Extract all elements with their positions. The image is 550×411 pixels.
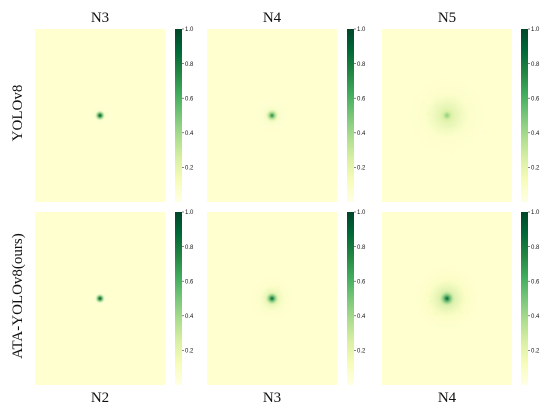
row-label-2: ATA-YOLOv8(ours) <box>10 233 26 358</box>
colorbar-tick-label: 0.4 <box>185 314 194 320</box>
top-column-label-3: N5 <box>438 10 456 26</box>
bottom-column-label-3: N4 <box>438 390 457 406</box>
colorbar-tick-label: 0.4 <box>185 131 194 137</box>
colorbar-tick-label: 0.8 <box>531 245 540 251</box>
colorbar-tick-label: 0.8 <box>185 62 194 68</box>
colorbar <box>347 212 354 385</box>
colorbar-tick-label: 0.6 <box>185 279 194 285</box>
colorbar-tick-label: 0.4 <box>357 131 366 137</box>
heatmap-peak <box>265 109 279 122</box>
heatmap-panel-ata-n2: 1.0 0.8 0.6 0.4 0.2 <box>35 210 194 385</box>
heatmap-peak <box>265 291 279 306</box>
colorbar-tick-label: 0.8 <box>357 62 366 68</box>
colorbar-tick-label: 1.0 <box>357 210 366 216</box>
colorbar-tick-label: 0.4 <box>531 131 540 137</box>
colorbar-tick-label: 1.0 <box>531 27 540 33</box>
colorbar-tick-label: 0.6 <box>531 279 540 285</box>
heatmap-panel-ata-n3: 1.0 0.8 0.6 0.4 0.2 <box>207 210 366 385</box>
heatmap-panel-yolov8-n5: 1.0 0.8 0.6 0.4 0.2 <box>382 27 540 202</box>
colorbar <box>521 29 528 202</box>
bottom-column-label-1: N2 <box>91 390 109 406</box>
colorbar-tick-label: 0.4 <box>357 314 366 320</box>
heatmap-peak <box>438 290 456 307</box>
bottom-column-label-2: N3 <box>263 390 281 406</box>
colorbar-tick-label: 1.0 <box>357 27 366 33</box>
colorbar-tick-label: 1.0 <box>185 27 194 33</box>
colorbar <box>175 29 182 202</box>
colorbar-tick-label: 0.2 <box>531 166 540 172</box>
colorbar-tick-label: 0.2 <box>531 349 540 355</box>
heatmap-panel-yolov8-n4: 1.0 0.8 0.6 0.4 0.2 <box>207 27 366 202</box>
colorbar-tick-label: 0.2 <box>357 349 366 355</box>
heatmap-panel-ata-n4: 1.0 0.8 0.6 0.4 0.2 <box>382 210 540 385</box>
colorbar-tick-label: 0.6 <box>357 96 366 102</box>
colorbar-tick-label: 1.0 <box>185 210 194 216</box>
colorbar-tick-label: 0.4 <box>531 314 540 320</box>
colorbar-tick-label: 0.8 <box>357 245 366 251</box>
colorbar-tick-label: 0.2 <box>185 349 194 355</box>
heatmap-peak <box>94 293 106 304</box>
colorbar-tick-label: 0.8 <box>531 62 540 68</box>
colorbar <box>347 29 354 202</box>
colorbar-tick-label: 1.0 <box>531 210 540 216</box>
top-column-label-1: N3 <box>91 10 109 26</box>
colorbar <box>175 212 182 385</box>
colorbar-tick-label: 0.6 <box>531 96 540 102</box>
row-label-1: YOLOv8 <box>10 85 26 142</box>
colorbar-tick-label: 0.2 <box>185 166 194 172</box>
top-column-label-2: N4 <box>263 10 282 26</box>
colorbar-tick-label: 0.6 <box>357 279 366 285</box>
heatmap-peak <box>437 106 457 125</box>
colorbar <box>521 212 528 385</box>
heatmap-peak <box>94 110 106 121</box>
heatmap-panel-yolov8-n3: 1.0 0.8 0.6 0.4 0.2 <box>35 27 194 202</box>
colorbar-tick-label: 0.6 <box>185 96 194 102</box>
colorbar-tick-label: 0.2 <box>357 166 366 172</box>
colorbar-tick-label: 0.8 <box>185 245 194 251</box>
